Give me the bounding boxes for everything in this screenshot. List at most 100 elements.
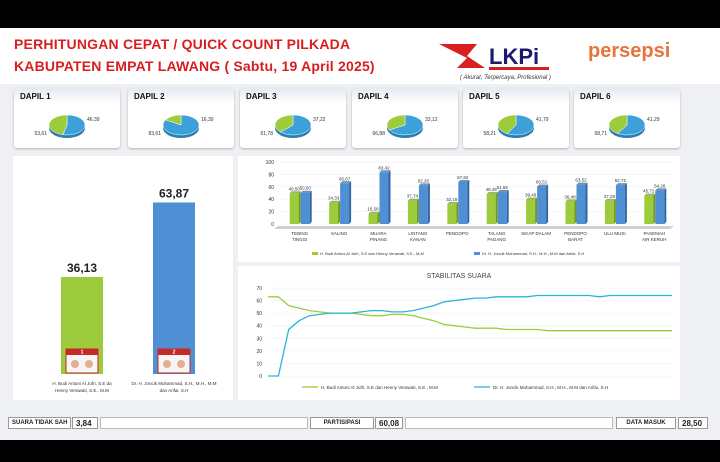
kec-bar-value-s1: 48,45: [486, 187, 498, 192]
kec-bar-value-s1: 32,18: [446, 197, 458, 202]
kec-category-label: MUARA: [370, 231, 386, 236]
pie-label-1: 83,61: [148, 131, 161, 137]
pie-slice-paslon-1: [608, 114, 628, 134]
kec-bar-value-s2: 50,50: [300, 186, 312, 191]
kec-category-label: ULU MUSI: [604, 231, 626, 236]
suara-tidak-sah-label: SUARA TIDAK SAH: [8, 417, 72, 429]
pie-label-1: 53,61: [34, 131, 47, 137]
pie-label-2: 41,79: [536, 117, 549, 123]
pie-slice-paslon-1: [274, 114, 294, 133]
lkpi-logo-text: LKPi: [489, 44, 539, 69]
stability-ytick-label: 0: [259, 374, 262, 380]
candidate-face: [71, 360, 79, 368]
kec-bar-side: [574, 199, 577, 224]
kec-legend-label-2: Dr. H. Joncik Muhammad, S.H., M.H., M.M …: [482, 251, 584, 256]
dapil-card-label: DAPIL 6: [574, 88, 680, 103]
dapil-pie-chart: 83,61 16,39: [148, 114, 214, 138]
stability-legend-label-1: H. Budi Antoni Al Jufri, S.E dan Henny V…: [321, 385, 438, 390]
pie-label-2: 41,29: [647, 117, 660, 123]
kec-bar-value-s2: 60,51: [536, 179, 548, 184]
dapil-card-3[interactable]: DAPIL 3 61,78 37,22: [240, 88, 346, 148]
pie-label-2: 46,39: [87, 117, 100, 123]
pie-label-2: 33,12: [425, 117, 438, 123]
pie-label-1: 58,21: [483, 131, 496, 137]
stability-legend-label-2: Dr. H. Joncik Muhammad, S.H., M.H., M.M …: [493, 385, 608, 390]
kec-bar-top: [300, 190, 312, 193]
kec-bar-s1: [644, 195, 654, 224]
kec-bar-value-s2: 67,82: [457, 175, 469, 180]
kec-legend-swatch-2: [474, 252, 480, 255]
kec-category-label: KANAN: [410, 237, 426, 242]
overall-bar-value-2: 63,87: [159, 186, 189, 200]
stability-ytick-label: 30: [256, 336, 262, 342]
header: PERHITUNGAN CEPAT / QUICK COUNT PILKADA …: [0, 28, 720, 84]
kec-category-label: PASEMAH: [643, 231, 665, 236]
kec-category-label: SALING: [331, 231, 348, 236]
kec-bar-s1: [368, 213, 378, 224]
kec-category-label: TINGGI: [292, 237, 308, 242]
kec-bar-s2: [655, 190, 665, 224]
overall-result-panel: 36,13 1 63,87 2 H. Budi Antoni Al Jufri, S.E…: [13, 156, 233, 400]
kec-bar-value-s2: 62,72: [615, 178, 627, 183]
kec-bar-side: [309, 190, 312, 224]
dapil-card-6[interactable]: DAPIL 6 58,71 41,29: [574, 88, 680, 148]
kec-bar-value-s2: 83,42: [378, 165, 390, 170]
dapil-pie-chart: 66,88 33,12: [372, 114, 438, 138]
candidate-name-1a: H. Budi Antoni Al Jufri, S.E da: [52, 381, 112, 386]
dapil-card-label: DAPIL 3: [240, 88, 346, 103]
candidate-name-2a: Dr. H. Joncik Muhammad, S.H., M.H., M.M: [131, 381, 216, 386]
kec-bar-top: [418, 183, 430, 186]
stability-ytick-label: 20: [256, 349, 262, 355]
kec-bar-value-s2: 51,55: [497, 185, 509, 190]
data-masuk-label: DATA MASUK: [616, 417, 676, 429]
overall-bar-value-1: 36,13: [67, 261, 97, 275]
kec-ytick-label: 0: [271, 222, 274, 228]
pie-label-1: 66,88: [372, 131, 385, 137]
dapil-card-5[interactable]: DAPIL 5 58,21 41,79: [463, 88, 569, 148]
stability-ytick-label: 70: [256, 286, 262, 292]
footer-spacer-1: [100, 417, 308, 429]
kec-bar-s2: [300, 192, 310, 224]
kec-ytick-label: 20: [268, 210, 274, 216]
kec-bar-side: [349, 181, 352, 224]
kecamatan-panel: 0 20 40 60 80 100 49,50 50,50 TEBING TINGGI 34,33 6…: [238, 156, 680, 262]
kec-bar-side: [624, 183, 627, 224]
dapil-card-label: DAPIL 1: [14, 88, 120, 103]
kec-category-label: SIKAP DALAM: [521, 231, 551, 236]
kec-bar-side: [338, 200, 341, 224]
pie-slice-paslon-2: [506, 114, 535, 136]
pie-slice-paslon-2: [279, 114, 312, 136]
kec-bar-s2: [418, 185, 428, 224]
kec-bar-s1: [486, 193, 496, 224]
kec-bar-side: [495, 191, 498, 224]
kec-category-label: PINANG: [370, 237, 388, 242]
dapil-card-4[interactable]: DAPIL 4 66,88 33,12: [352, 88, 458, 148]
kec-bar-s1: [526, 199, 536, 224]
kec-bar-top: [329, 200, 341, 203]
dapil-card-1[interactable]: DAPIL 1 53,61 46,39: [14, 88, 120, 148]
stability-ytick-label: 50: [256, 311, 262, 317]
candidate-face: [163, 360, 171, 368]
kec-bar-s1: [289, 193, 299, 224]
kec-bar-s1: [447, 204, 457, 224]
candidate-photo-band: [66, 349, 98, 355]
kec-bar-s2: [615, 185, 625, 224]
dapil-card-2[interactable]: DAPIL 2 83,61 16,39: [128, 88, 234, 148]
kec-bar-side: [535, 197, 538, 224]
kec-bar-top: [644, 193, 656, 196]
lkpi-logo: LKPi: [439, 44, 549, 70]
suara-tidak-sah-value: 3,84: [72, 417, 98, 429]
stability-ytick-label: 60: [256, 299, 262, 305]
kec-bar-value-s1: 37,74: [407, 194, 419, 199]
kec-bar-s1: [565, 201, 575, 224]
kec-category-label: TALANG: [488, 231, 506, 236]
kec-bar-s2: [576, 184, 586, 224]
kec-bar-top: [537, 184, 549, 187]
stability-ytick-label: 10: [256, 361, 262, 367]
pie-slice-paslon-1: [497, 114, 517, 134]
pie-label-2: 16,39: [201, 117, 214, 123]
kec-bar-value-s2: 63,52: [575, 178, 587, 183]
data-masuk-value: 28,50: [678, 417, 708, 429]
kec-bar-side: [653, 193, 656, 224]
